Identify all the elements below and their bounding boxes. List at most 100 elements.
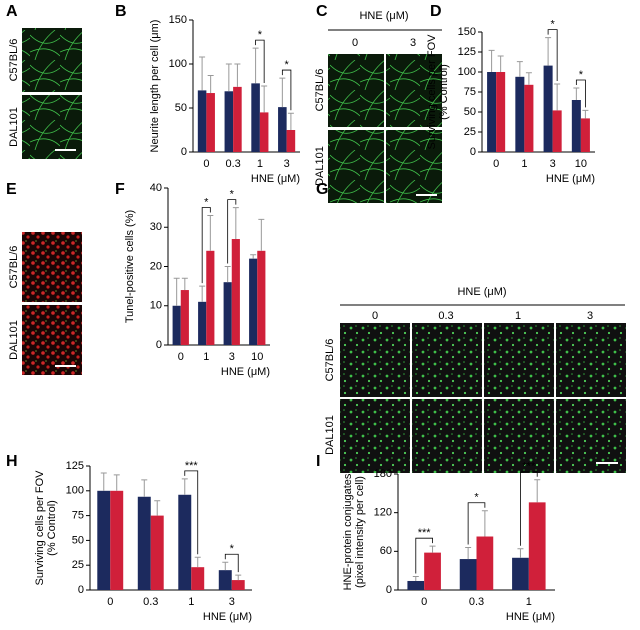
- bar: [278, 107, 287, 152]
- bar: [424, 552, 441, 590]
- error-bar: [154, 500, 161, 516]
- micrograph: [556, 323, 626, 397]
- error-bar: [279, 77, 286, 108]
- x-tick-label: 0: [203, 158, 209, 170]
- error-bar: [199, 56, 206, 91]
- error-bar: [412, 575, 419, 581]
- micrograph: [484, 323, 554, 397]
- micrograph: [22, 95, 82, 159]
- x-axis-label: HNE (μM): [546, 173, 595, 185]
- error-bar: [113, 474, 120, 491]
- y-tick-label: 0: [156, 339, 162, 351]
- error-bar: [222, 561, 229, 571]
- error-bar: [252, 47, 259, 84]
- micrograph: [412, 399, 482, 473]
- y-axis-label: (% Control): [46, 500, 58, 556]
- column-label: 1: [515, 310, 521, 322]
- significance-label: ***: [522, 461, 536, 473]
- x-tick-label: 1: [257, 158, 263, 170]
- micrograph: [22, 232, 82, 302]
- significance-label: *: [474, 492, 479, 504]
- error-bar: [207, 74, 214, 94]
- bar: [218, 570, 232, 590]
- bar: [180, 290, 189, 345]
- y-axis-label: Surviving cells per FOV: [34, 470, 46, 586]
- bar: [580, 118, 590, 152]
- panel-labels: A B C D E F G H I: [6, 3, 442, 470]
- bar: [407, 580, 425, 590]
- significance-bracket: [467, 502, 486, 545]
- significance-label: *: [204, 196, 209, 208]
- significance-bracket: [281, 69, 292, 111]
- bar: [224, 91, 234, 152]
- bar: [206, 250, 215, 345]
- micrograph: [556, 399, 626, 473]
- bar: [197, 90, 207, 152]
- x-tick-label: 1: [203, 351, 209, 363]
- error-bar: [250, 254, 257, 259]
- micrograph: [340, 399, 410, 473]
- y-tick-label: 100: [169, 58, 187, 70]
- error-bar: [141, 479, 148, 497]
- y-tick-label: 50: [464, 106, 476, 118]
- significance-bracket: [224, 553, 239, 573]
- error-bar: [582, 109, 589, 119]
- row-label: DAL101: [8, 107, 20, 147]
- error-bar: [232, 207, 239, 240]
- significance-bracket: [415, 537, 433, 574]
- error-bar: [234, 63, 241, 87]
- y-tick-label: 100: [458, 66, 476, 78]
- micrograph: [386, 54, 442, 127]
- bar: [543, 65, 553, 152]
- x-tick-label: 0: [421, 596, 427, 608]
- x-tick-label: 3: [229, 596, 235, 608]
- x-tick-label: 0.3: [225, 158, 240, 170]
- x-tick-label: 0.3: [143, 596, 158, 608]
- x-tick-label: 1: [188, 596, 194, 608]
- significance-bracket: [255, 39, 265, 83]
- error-bar: [287, 112, 294, 130]
- y-tick-label: 0: [470, 146, 476, 158]
- panel-label: B: [115, 3, 127, 20]
- error-bar: [573, 87, 580, 100]
- error-bar: [235, 574, 242, 581]
- bar: [571, 100, 581, 152]
- row-label: DAL101: [324, 415, 336, 455]
- error-bar: [525, 72, 532, 85]
- micrograph: [22, 28, 82, 92]
- bar: [487, 72, 497, 152]
- panel-label: I: [316, 453, 320, 470]
- y-axis-label: HNE-protein conjugates: [342, 473, 354, 590]
- bar: [231, 580, 245, 590]
- x-tick-label: 3: [284, 158, 290, 170]
- error-bar: [465, 546, 472, 560]
- micrograph: [484, 399, 554, 473]
- bar: [137, 496, 151, 590]
- panel-label: H: [6, 453, 18, 470]
- x-tick-label: 1: [521, 158, 527, 170]
- significance-label: *: [230, 189, 235, 201]
- micrograph-grid: [340, 323, 626, 473]
- y-tick-label: 0: [181, 146, 187, 158]
- y-tick-label: 125: [458, 46, 476, 58]
- panel-label: E: [6, 181, 17, 198]
- panel-label: D: [430, 3, 442, 20]
- y-tick-label: 75: [464, 86, 476, 98]
- significance-bracket: [184, 470, 199, 555]
- y-axis-label: Neurite length per cell (μm): [149, 20, 161, 153]
- bar: [191, 567, 205, 590]
- column-label: 0: [372, 310, 378, 322]
- x-tick-label: 3: [550, 158, 556, 170]
- error-bar: [517, 548, 524, 558]
- significance-label: *: [579, 69, 584, 81]
- bar: [172, 305, 181, 345]
- significance-label: ***: [418, 527, 432, 539]
- bar: [257, 250, 266, 345]
- micrograph: [328, 54, 384, 127]
- error-bar: [173, 277, 180, 306]
- y-tick-label: 20: [150, 260, 162, 272]
- y-axis-label: (% Control): [438, 64, 450, 120]
- y-tick-label: 0: [386, 584, 392, 596]
- x-axis-label: HNE (μM): [221, 366, 270, 378]
